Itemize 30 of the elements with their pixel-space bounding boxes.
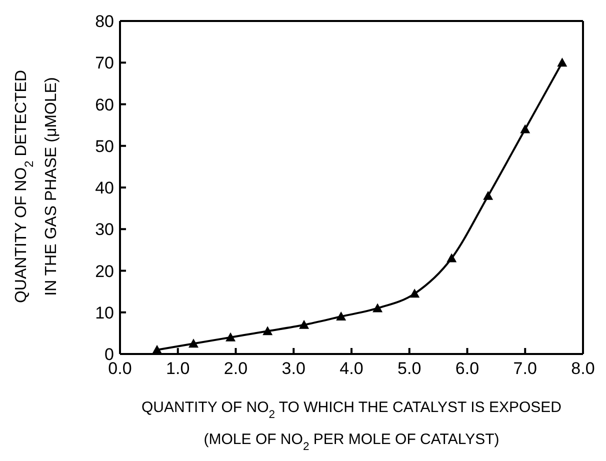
y-tick-label: 10 xyxy=(95,303,114,322)
x-tick-label: 4.0 xyxy=(340,359,364,378)
x-tick-label: 0.0 xyxy=(108,359,132,378)
point xyxy=(152,344,162,354)
x-tick-label: 2.0 xyxy=(224,359,248,378)
point xyxy=(262,326,273,336)
y-tick-label: 20 xyxy=(95,262,114,281)
y-tick-label: 80 xyxy=(95,12,114,32)
x-tick-label: 7.0 xyxy=(513,359,537,378)
point xyxy=(520,124,530,134)
y-tick-label: 60 xyxy=(95,95,114,114)
point xyxy=(188,338,198,348)
point xyxy=(446,253,457,262)
point xyxy=(557,58,568,67)
point xyxy=(372,303,383,312)
x-tick-label: 8.0 xyxy=(571,359,595,378)
y-tick-label: 70 xyxy=(95,54,114,73)
x-tick-label: 3.0 xyxy=(282,359,306,378)
point xyxy=(299,320,310,329)
x-tick-label: 5.0 xyxy=(398,359,422,378)
point xyxy=(226,332,236,342)
point xyxy=(410,288,420,298)
x-axis-title: QUANTITY OF NO$_{2}$ TO WHICH THE CATALYST IS EXPOSED (MOLE OF NO$_{2}$ PER MOLE OF CATALYST) xyxy=(142,399,562,453)
x-tick-label: 6.0 xyxy=(455,359,480,378)
y-tick-label: 30 xyxy=(95,220,114,240)
y-tick-label: 40 xyxy=(95,178,114,198)
point xyxy=(336,312,346,321)
x-tick-label: 1.0 xyxy=(166,359,190,378)
point xyxy=(483,190,494,200)
y-tick-label: 50 xyxy=(95,136,114,156)
